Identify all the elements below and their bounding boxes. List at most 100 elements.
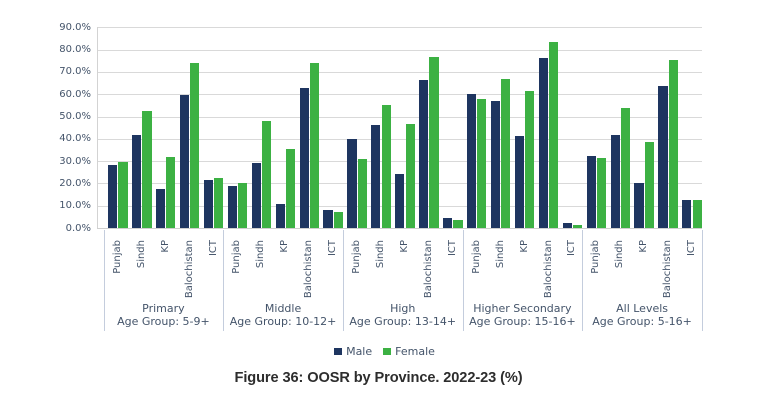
bar-female-primary-balochistan (190, 63, 200, 228)
province-label: ICT (566, 240, 582, 256)
bar-male-high-balochistan (419, 79, 429, 228)
y-axis-tick-label: 30.0% (59, 155, 91, 167)
bar-female-all-levels-balochistan (668, 59, 678, 228)
gridline (96, 49, 702, 51)
bar-male-primary-kp (155, 189, 166, 228)
province-label-text: Punjab (111, 239, 123, 274)
bar-male-high-kp (395, 173, 405, 228)
bar-male-high-punjab (347, 139, 357, 228)
bar-female-higher-secondary-sindh (501, 79, 511, 228)
bar-female-primary-ict (214, 178, 224, 228)
province-label-text: Sindh (255, 239, 267, 268)
province-label-text: Sindh (135, 239, 147, 268)
province-label-text: KP (159, 239, 171, 253)
bar-male-primary-sindh (132, 135, 142, 228)
bar-male-all-levels-kp (634, 183, 644, 228)
group-separator (342, 229, 344, 331)
bar-female-primary-punjab (118, 162, 128, 228)
legend-label-female: Female (395, 345, 435, 358)
gridline (96, 161, 702, 163)
group-level-label: Middle (264, 301, 302, 315)
province-label-text: Punjab (470, 239, 482, 274)
y-axis-tick-label: 60.0% (59, 88, 91, 100)
bar-female-all-levels-kp (644, 141, 654, 228)
bar-female-high-balochistan (429, 56, 439, 228)
province-label-text: ICT (686, 239, 698, 256)
bar-female-middle-kp (285, 149, 296, 228)
y-axis-tick-label: 20.0% (59, 177, 91, 189)
group-age-label: Age Group: 10-12+ (229, 314, 337, 328)
group-separator (462, 229, 464, 331)
province-label-text: KP (279, 239, 291, 253)
province-label: KP (398, 239, 412, 253)
bar-male-primary-ict (203, 179, 213, 228)
legend-item-female: Female (383, 345, 435, 358)
bar-female-higher-secondary-punjab (477, 98, 487, 228)
group-separator (223, 229, 225, 331)
group-level-label: All Levels (616, 301, 669, 315)
bar-male-higher-secondary-punjab (466, 94, 477, 228)
province-label: KP (638, 240, 651, 253)
group-separator (103, 229, 105, 331)
bar-female-higher-secondary-kp (525, 91, 535, 228)
gridline (96, 27, 702, 29)
province-label-text: Balochistan (422, 239, 434, 298)
group-separator (582, 229, 584, 331)
province-label: ICT (327, 240, 343, 256)
bar-female-middle-ict (333, 211, 343, 228)
group-age-label: Age Group: 5-9+ (117, 314, 210, 328)
province-label-text: KP (398, 239, 410, 253)
bar-female-high-kp (405, 123, 415, 228)
legend: Male Female (0, 345, 769, 358)
bar-female-high-punjab (357, 159, 367, 228)
group-label: High Age Group: 13-14+ (343, 302, 463, 328)
province-label: KP (279, 239, 292, 253)
y-axis-line (96, 27, 98, 228)
province-label: ICT (208, 240, 224, 256)
province-label-text: Sindh (614, 239, 626, 268)
bar-female-high-ict (453, 220, 463, 228)
bar-male-primary-balochistan (179, 95, 190, 228)
province-label-text: Punjab (351, 239, 363, 274)
bar-male-middle-punjab (227, 186, 237, 228)
bar-female-middle-punjab (238, 182, 248, 228)
bar-female-middle-sindh (261, 120, 272, 228)
group-age-label: Age Group: 5-16+ (592, 314, 692, 328)
bar-female-primary-kp (166, 157, 176, 228)
legend-label-male: Male (346, 345, 373, 358)
province-label-text: ICT (207, 239, 219, 256)
legend-item-male: Male (334, 345, 372, 358)
bar-male-high-ict (443, 218, 453, 228)
y-axis-tick-label: 50.0% (59, 111, 91, 122)
bar-male-middle-kp (275, 204, 285, 228)
group-level-label: Higher Secondary (473, 301, 572, 315)
group-label: All Levels Age Group: 5-16+ (582, 302, 702, 328)
bar-female-higher-secondary-ict (572, 224, 583, 228)
bar-female-higher-secondary-balochistan (549, 42, 559, 228)
province-label-text: Balochistan (303, 239, 315, 298)
figure-caption: Figure 36: OOSR by Province. 2022-23 (%) (234, 370, 523, 386)
group-age-label: Age Group: 15-16+ (469, 314, 576, 328)
group-level-label: High (390, 301, 416, 315)
bar-female-all-levels-sindh (620, 107, 630, 228)
bar-female-all-levels-ict (692, 200, 702, 228)
bar-male-all-levels-punjab (586, 155, 596, 228)
y-axis-tick-label: 70.0% (59, 66, 91, 78)
legend-swatch-female (383, 348, 392, 355)
bar-male-higher-secondary-ict (562, 223, 572, 228)
bar-male-higher-secondary-balochistan (538, 58, 548, 228)
province-label-text: Balochistan (183, 239, 195, 298)
bar-female-middle-balochistan (309, 63, 319, 228)
province-label-text: Sindh (494, 239, 506, 268)
bar-female-primary-sindh (142, 110, 152, 228)
bar-female-high-sindh (381, 105, 391, 228)
gridline (96, 116, 702, 118)
y-axis-tick-label: 80.0% (59, 44, 91, 56)
gridline (96, 71, 702, 73)
y-axis-tick-label: 40.0% (59, 133, 91, 145)
group-separator (701, 229, 703, 331)
legend-swatch-male (334, 348, 343, 355)
province-label: KP (159, 239, 173, 253)
province-label-text: KP (518, 239, 530, 253)
